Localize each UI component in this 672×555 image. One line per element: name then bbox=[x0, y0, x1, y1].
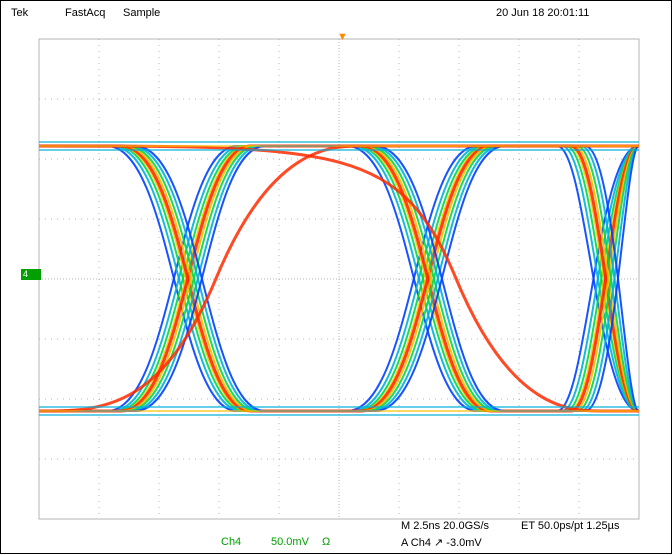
eye-trace-upper bbox=[39, 145, 640, 412]
equivalent-time-readout: ET 50.0ps/pt 1.25µs bbox=[521, 520, 620, 532]
eye-trace-upper bbox=[39, 145, 640, 412]
coupling-icon: Ω bbox=[322, 536, 331, 548]
eye-trace-lower bbox=[39, 145, 640, 412]
trigger-position-marker: ▼ bbox=[337, 31, 348, 43]
channel-ground-marker: 4 bbox=[21, 269, 41, 280]
eye-trace-lower bbox=[39, 145, 640, 412]
eye-trace-upper bbox=[39, 145, 640, 412]
graticule-grid bbox=[38, 38, 640, 520]
vertical-scale: 50.0mV bbox=[271, 536, 309, 548]
eye-trace-upper bbox=[39, 145, 640, 412]
brand-label: Tek bbox=[11, 7, 29, 19]
eye-trace-lower bbox=[39, 145, 640, 412]
eye-trace-upper bbox=[39, 145, 640, 412]
status-bar: Tek FastAcq Sample 20 Jun 18 20:01:11 bbox=[1, 1, 671, 27]
eye-trace-lower bbox=[39, 145, 640, 412]
eye-trace-upper bbox=[39, 145, 640, 412]
eye-trace-upper bbox=[39, 144, 640, 413]
eye-trace-lower bbox=[39, 145, 640, 412]
acquisition-mode: FastAcq bbox=[65, 7, 106, 19]
channel-label: Ch4 bbox=[221, 536, 242, 548]
eye-diagram-traces bbox=[38, 141, 640, 416]
timestamp: 20 Jun 18 20:01:11 bbox=[496, 7, 590, 19]
eye-trace-upper bbox=[39, 145, 640, 412]
eye-trace-lower bbox=[39, 145, 640, 412]
eye-trace-lower bbox=[39, 145, 640, 412]
sample-mode: Sample bbox=[123, 7, 161, 19]
eye-trace-diagonal bbox=[38, 144, 639, 413]
timebase-readout: M 2.5ns 20.0GS/s bbox=[401, 520, 490, 532]
trigger-readout: A Ch4 ↗ -3.0mV bbox=[401, 537, 482, 549]
eye-trace-lower bbox=[39, 145, 640, 412]
eye-trace-upper bbox=[39, 145, 640, 412]
eye-trace-lower bbox=[39, 144, 640, 413]
